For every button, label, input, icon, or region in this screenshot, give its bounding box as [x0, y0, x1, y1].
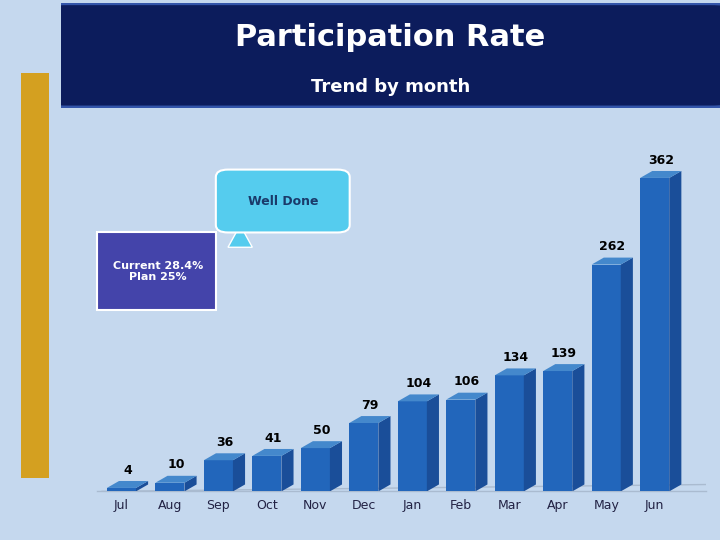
Polygon shape: [156, 476, 197, 483]
FancyBboxPatch shape: [22, 73, 49, 478]
Polygon shape: [543, 364, 585, 371]
Polygon shape: [282, 449, 294, 491]
Polygon shape: [446, 400, 475, 491]
Polygon shape: [427, 394, 439, 491]
FancyBboxPatch shape: [48, 4, 720, 107]
Text: Participation Rate: Participation Rate: [235, 23, 546, 52]
Text: 50: 50: [312, 424, 330, 437]
Polygon shape: [397, 401, 427, 491]
Polygon shape: [301, 448, 330, 491]
Polygon shape: [495, 368, 536, 375]
Polygon shape: [475, 393, 487, 491]
Polygon shape: [204, 460, 233, 491]
Polygon shape: [252, 449, 294, 456]
Text: 362: 362: [648, 153, 674, 166]
Text: Current 28.4%
Plan 25%: Current 28.4% Plan 25%: [113, 260, 203, 282]
Polygon shape: [184, 476, 197, 491]
Polygon shape: [204, 453, 245, 460]
Polygon shape: [301, 441, 342, 448]
Polygon shape: [107, 488, 136, 491]
Text: 41: 41: [264, 431, 282, 444]
Polygon shape: [621, 258, 633, 491]
FancyBboxPatch shape: [216, 170, 350, 232]
Polygon shape: [349, 423, 379, 491]
Polygon shape: [228, 225, 252, 247]
Polygon shape: [136, 481, 148, 491]
Polygon shape: [397, 394, 439, 401]
Polygon shape: [379, 416, 390, 491]
Polygon shape: [252, 456, 282, 491]
Polygon shape: [446, 393, 487, 400]
Polygon shape: [670, 171, 681, 491]
Polygon shape: [543, 371, 572, 491]
Polygon shape: [107, 481, 148, 488]
Text: 139: 139: [551, 347, 577, 360]
Polygon shape: [640, 178, 670, 491]
Polygon shape: [640, 171, 681, 178]
Polygon shape: [524, 368, 536, 491]
Text: Well Done: Well Done: [248, 194, 318, 207]
Text: 134: 134: [503, 351, 528, 364]
Polygon shape: [330, 441, 342, 491]
Polygon shape: [592, 258, 633, 265]
Text: 79: 79: [361, 399, 379, 411]
Text: 262: 262: [599, 240, 626, 253]
Text: 106: 106: [454, 375, 480, 388]
Text: 10: 10: [167, 458, 185, 471]
Polygon shape: [592, 265, 621, 491]
Polygon shape: [572, 364, 585, 491]
Polygon shape: [233, 453, 245, 491]
Polygon shape: [156, 483, 184, 491]
Text: 4: 4: [123, 463, 132, 477]
Text: 36: 36: [216, 436, 233, 449]
FancyBboxPatch shape: [97, 232, 216, 310]
Polygon shape: [495, 375, 524, 491]
Polygon shape: [349, 416, 390, 423]
Text: 104: 104: [405, 377, 431, 390]
Text: Trend by month: Trend by month: [311, 78, 470, 96]
